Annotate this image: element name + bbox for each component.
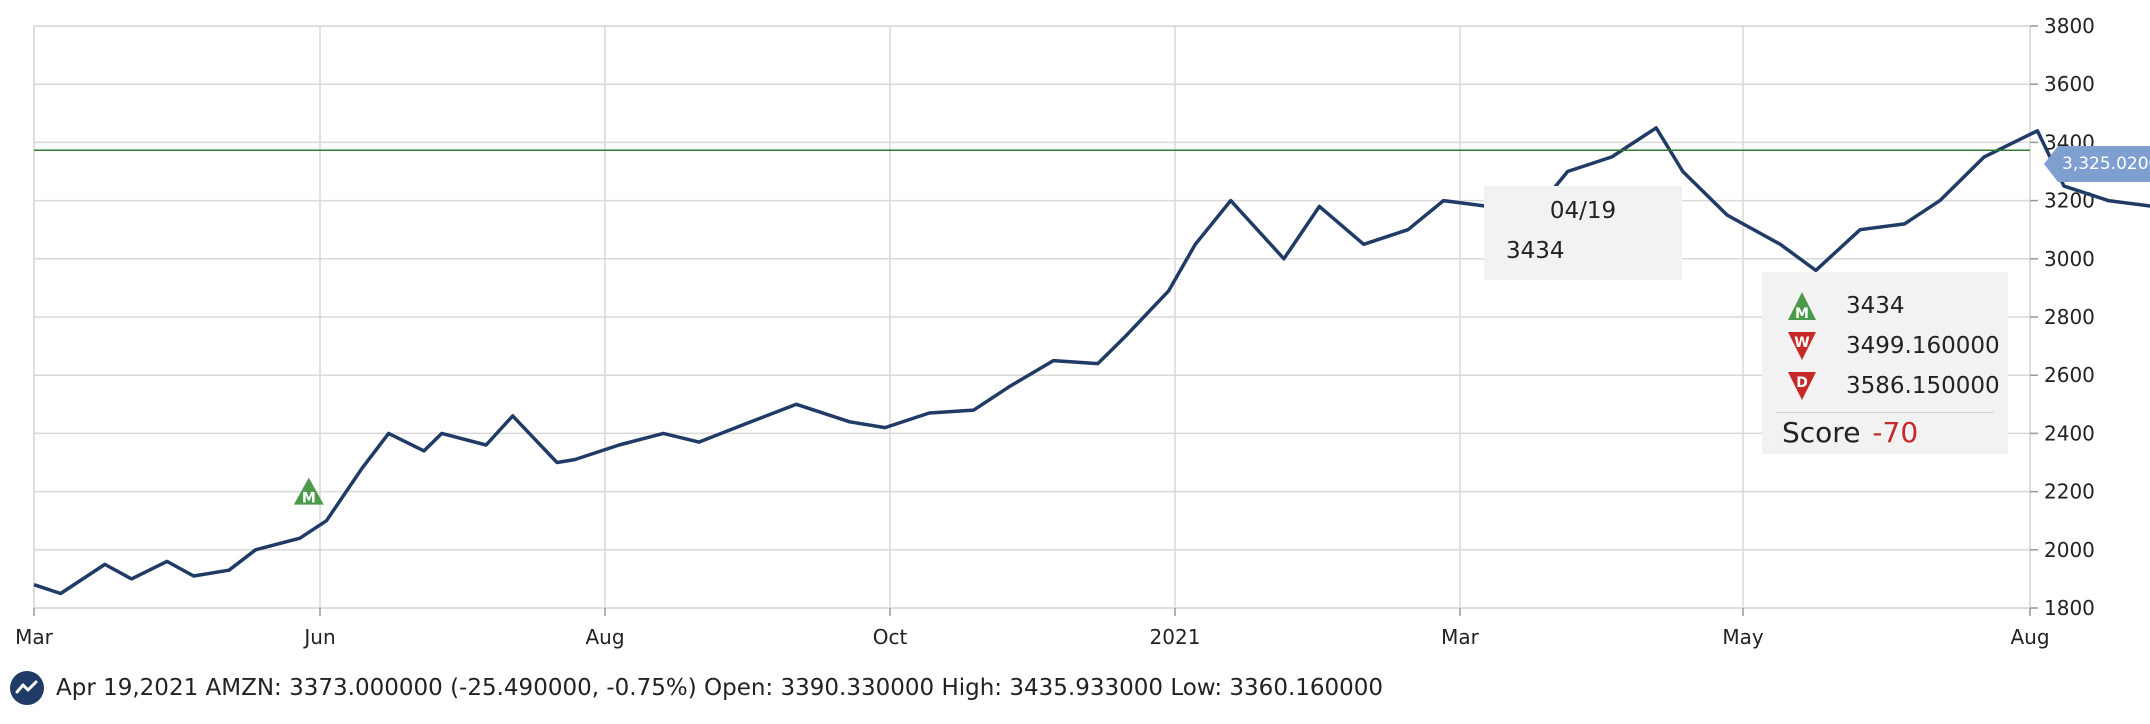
signal-markers[interactable]: MMM (293, 158, 2150, 507)
y-tick-label: 1800 (2044, 596, 2095, 620)
tooltip-date: 04/19 (1549, 198, 1617, 224)
svg-text:W: W (1794, 335, 1809, 351)
y-tick-label: 2000 (2044, 538, 2095, 562)
status-bar: Apr 19,2021 AMZN: 3373.000000 (-25.49000… (10, 668, 1383, 708)
svg-text:M: M (302, 491, 316, 507)
svg-text:M: M (1795, 306, 1809, 322)
signal-legend: M 3434 W 3499.160000 D 3586.150000 Score… (1762, 272, 2008, 454)
y-tick-label: 3600 (2044, 72, 2095, 96)
status-text: Apr 19,2021 AMZN: 3373.000000 (-25.49000… (56, 675, 1384, 701)
score: Score -70 (1782, 416, 1918, 449)
legend-value-d: 3586.150000 (1846, 373, 2000, 399)
legend-value-w: 3499.160000 (1846, 333, 2000, 359)
x-tick-label: May (1722, 625, 1764, 649)
score-label: Score (1782, 416, 1861, 449)
legend-value-m: 3434 (1846, 293, 1905, 319)
price-line[interactable] (33, 49, 2150, 596)
hover-tooltip: 04/19 3434 (1484, 186, 1682, 280)
chart-grid (33, 25, 2031, 609)
last-price-label: 3,325.0200 (2058, 146, 2150, 182)
legend-row-m: M 3434 (1786, 288, 1905, 324)
y-tick-label: 2600 (2044, 363, 2095, 387)
legend-row-w: W 3499.160000 (1786, 328, 2000, 364)
y-tick-label: 2800 (2044, 305, 2095, 329)
score-value: -70 (1872, 416, 1919, 449)
x-tick-label: Mar (1441, 625, 1480, 649)
y-tick-label: 3800 (2044, 14, 2095, 38)
x-tick-label: Oct (873, 625, 908, 649)
y-axis: 1800200022002400260028003000320034003600… (2030, 14, 2095, 620)
brand-wave-icon (10, 671, 44, 705)
x-axis: Mar Jun Aug Oct 2021 Mar May Aug (15, 608, 2050, 649)
x-tick-label: Mar (15, 625, 54, 649)
d-down-triangle-icon: D (1788, 372, 1816, 400)
x-tick-label: Jun (302, 625, 335, 649)
crosshair (34, 149, 2030, 152)
m-up-triangle-icon: M (1788, 292, 1816, 322)
x-tick-label: Aug (585, 625, 624, 649)
y-tick-label: 2400 (2044, 421, 2095, 445)
legend-row-d: D 3586.150000 (1786, 368, 2000, 404)
last-price-tag: 3,325.0200 (2044, 146, 2150, 182)
w-down-triangle-icon: W (1788, 332, 1816, 360)
x-tick-label: 2021 (1150, 625, 1201, 649)
signal-m-up-icon[interactable]: M (293, 477, 324, 507)
tooltip-value: 3434 (1506, 238, 1565, 264)
y-tick-label: 3000 (2044, 247, 2095, 271)
y-tick-label: 2200 (2044, 480, 2095, 504)
legend-divider (1776, 412, 1994, 413)
svg-text:D: D (1796, 375, 1808, 391)
price-tag-arrow-icon (2044, 146, 2058, 182)
x-tick-label: Aug (2010, 625, 2049, 649)
